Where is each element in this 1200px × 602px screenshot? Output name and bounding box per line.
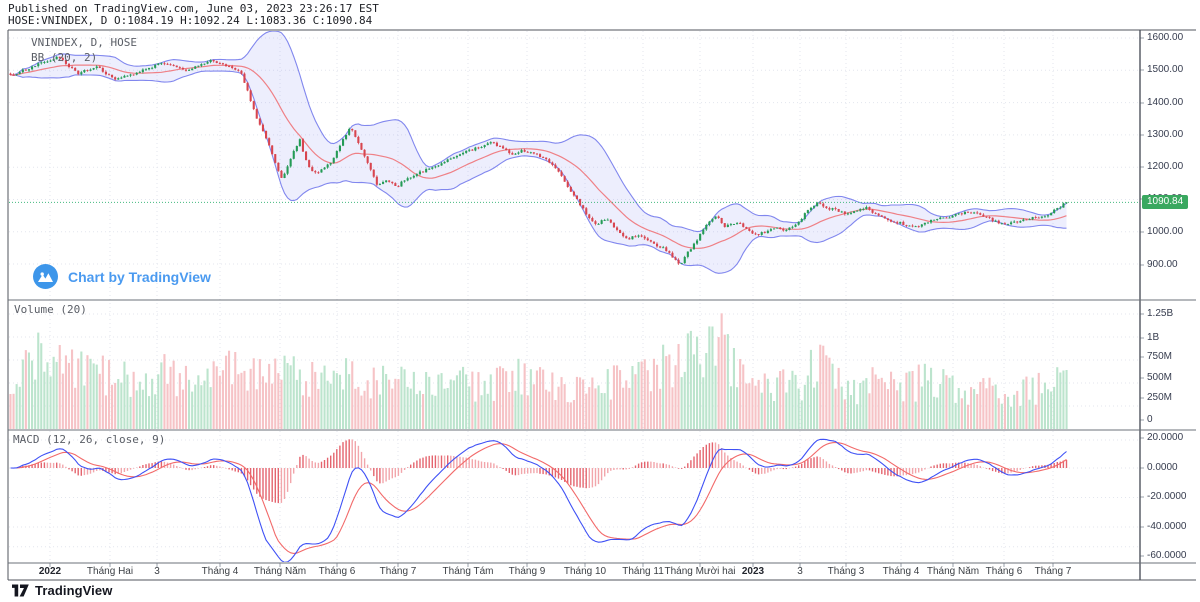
time-axis-label: Tháng 7	[1034, 566, 1072, 577]
macd-pane-label: MACD (12, 26, close, 9)	[13, 433, 166, 446]
volume-axis-label: 0	[1147, 414, 1153, 425]
time-axis-label: Tháng Tám	[442, 566, 494, 577]
bb-fill	[10, 31, 1067, 274]
time-axis-label: 2022	[38, 566, 62, 577]
time-axis-label: Tháng 4	[201, 566, 239, 577]
tradingview-cloud-icon	[33, 264, 58, 289]
time-axis-label: Tháng Hai	[86, 566, 134, 577]
volume-pane	[9, 313, 1068, 429]
time-axis-label: 3	[154, 566, 160, 577]
tradingview-watermark-link[interactable]: Chart by TradingView	[33, 264, 211, 289]
time-axis-label: Tháng 6	[985, 566, 1023, 577]
symbol-ohlc-readout: HOSE:VNINDEX, D O:1084.19 H:1092.24 L:10…	[8, 14, 373, 27]
footer-brand-label: TradingView	[35, 583, 113, 598]
time-axis-label: Tháng Mười hai	[664, 566, 736, 577]
volume-axis-label: 750M	[1147, 351, 1173, 362]
time-axis-label: 3	[797, 566, 803, 577]
macd-line	[10, 438, 1067, 562]
bollinger-bands-legend: BB (20, 2)	[31, 51, 98, 64]
macd-pane	[10, 438, 1068, 562]
price-axis-label: 1300.00	[1147, 129, 1184, 140]
bb-lower	[10, 70, 1067, 274]
time-axis-label: Tháng Năm	[926, 566, 980, 577]
macd-signal-line	[10, 441, 1067, 554]
volume-axis-label: 1.25B	[1147, 308, 1174, 319]
price-axis-label: 1200.00	[1147, 161, 1184, 172]
time-axis-label: Tháng 10	[563, 566, 607, 577]
macd-axis-label: -60.0000	[1147, 550, 1187, 561]
published-timestamp: Published on TradingView.com, June 03, 2…	[8, 2, 379, 15]
time-axis-label: Tháng 6	[318, 566, 356, 577]
price-axis-label: 1400.00	[1147, 97, 1184, 108]
macd-axis-label: -40.0000	[1147, 521, 1187, 532]
volume-axis-label: 500M	[1147, 372, 1173, 383]
price-axis-label: 1000.00	[1147, 226, 1184, 237]
volume-pane-label: Volume (20)	[14, 303, 87, 316]
time-axis-label: Tháng Năm	[253, 566, 307, 577]
price-pane	[9, 31, 1139, 274]
time-axis-label: Tháng 9	[508, 566, 546, 577]
time-axis-label: Tháng 4	[882, 566, 920, 577]
macd-axis-label: 0.0000	[1147, 462, 1178, 473]
tradingview-footer-link[interactable]: TradingView	[12, 583, 112, 598]
watermark-label: Chart by TradingView	[68, 268, 211, 285]
price-axis-label: 1600.00	[1147, 32, 1184, 43]
main-series-legend: VNINDEX, D, HOSE	[31, 36, 137, 49]
macd-axis-label: -20.0000	[1147, 491, 1187, 502]
volume-axis-label: 250M	[1147, 392, 1173, 403]
last-price-badge: 1090.84	[1142, 195, 1189, 209]
time-axis-label: Tháng 11	[622, 566, 664, 577]
time-axis-label: Tháng 7	[379, 566, 417, 577]
bb-basis	[10, 64, 1067, 249]
tradingview-logo-icon	[12, 584, 29, 597]
price-axis-label: 1500.00	[1147, 64, 1184, 75]
bb-upper	[10, 31, 1067, 233]
macd-axis-label: 20.0000	[1147, 432, 1184, 443]
time-axis-label: 2023	[741, 566, 765, 577]
volume-axis-label: 1B	[1147, 332, 1160, 343]
price-axis-label: 900.00	[1147, 259, 1178, 270]
time-axis-label: Tháng 3	[827, 566, 865, 577]
